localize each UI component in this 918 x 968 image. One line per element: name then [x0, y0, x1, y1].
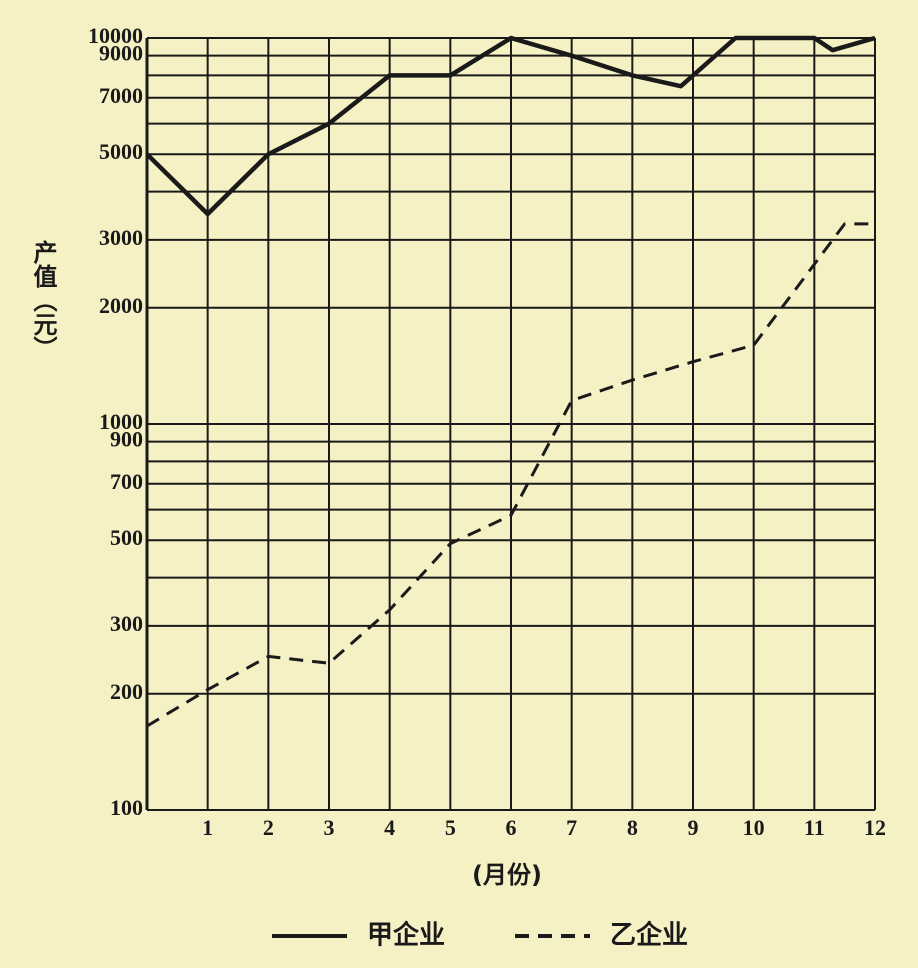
y-tick-label: 9000: [99, 41, 143, 66]
x-tick-label: 2: [263, 815, 274, 840]
x-tick-label: 8: [627, 815, 638, 840]
x-tick-label: 3: [324, 815, 335, 840]
x-tick-label: 12: [864, 815, 886, 840]
y-tick-label: 300: [110, 611, 143, 636]
y-tick-label: 900: [110, 427, 143, 452]
x-tick-label: 1: [202, 815, 213, 840]
series-line: [146, 222, 875, 728]
y-tick-label: 100: [110, 795, 143, 820]
y-tick-label: 5000: [99, 139, 143, 164]
y-tick-label: 2000: [99, 293, 143, 318]
y-tick-label: 7000: [99, 83, 143, 108]
y-tick-label: 3000: [99, 225, 143, 250]
legend-label: 乙企业: [610, 920, 688, 951]
x-tick-label: 5: [445, 815, 456, 840]
y-tick-label: 1000: [99, 409, 143, 434]
y-tick-label: 700: [110, 469, 143, 494]
y-axis-label: 产值（元）: [29, 239, 57, 360]
x-tick-label: 4: [384, 815, 395, 840]
x-axis-label: (月份): [472, 861, 542, 889]
y-tick-label: 200: [110, 679, 143, 704]
x-tick-label: 7: [566, 815, 577, 840]
legend-label: 甲企业: [367, 920, 445, 951]
x-tick-label: 6: [506, 815, 517, 840]
series-line: [145, 35, 876, 217]
x-tick-label: 9: [688, 815, 699, 840]
x-tick-label: 10: [743, 815, 765, 840]
y-tick-label: 500: [110, 525, 143, 550]
x-tick-label: 11: [804, 815, 825, 840]
y-tick-label: 10000: [88, 23, 143, 48]
